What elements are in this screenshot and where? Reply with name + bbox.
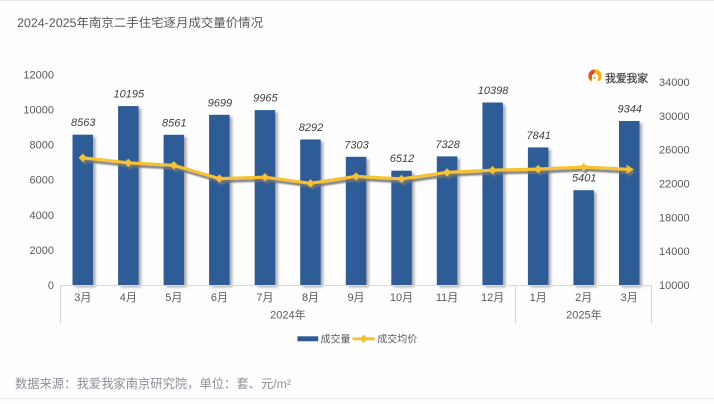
svg-text:22000: 22000 <box>659 179 690 191</box>
svg-text:10195: 10195 <box>114 89 145 101</box>
svg-text:14000: 14000 <box>659 246 690 258</box>
svg-text:8561: 8561 <box>162 117 186 129</box>
svg-text:12月: 12月 <box>481 292 504 304</box>
svg-text:3月: 3月 <box>621 292 638 304</box>
svg-text:11月: 11月 <box>436 292 458 304</box>
svg-text:2000: 2000 <box>30 245 54 257</box>
svg-text:8000: 8000 <box>30 140 54 152</box>
svg-text:7月: 7月 <box>256 292 273 304</box>
svg-text:4月: 4月 <box>120 292 137 304</box>
svg-text:6月: 6月 <box>211 292 228 304</box>
svg-text:9965: 9965 <box>253 93 278 105</box>
svg-text:6512: 6512 <box>390 153 414 165</box>
svg-text:成交均价: 成交均价 <box>377 332 417 345</box>
svg-text:8292: 8292 <box>299 122 323 134</box>
svg-text:10月: 10月 <box>390 292 413 304</box>
svg-text:5401: 5401 <box>572 173 596 185</box>
svg-text:7328: 7328 <box>435 139 460 151</box>
svg-text:9699: 9699 <box>208 97 232 109</box>
svg-text:1月: 1月 <box>530 292 547 304</box>
svg-text:7303: 7303 <box>344 139 369 151</box>
svg-text:2月: 2月 <box>575 292 592 304</box>
svg-text:10000: 10000 <box>659 280 690 292</box>
svg-text:10000: 10000 <box>23 105 54 117</box>
svg-text:30000: 30000 <box>659 111 690 123</box>
svg-text:5月: 5月 <box>165 292 182 304</box>
svg-text:2025年: 2025年 <box>566 308 601 322</box>
svg-text:3月: 3月 <box>74 292 91 304</box>
svg-text:6000: 6000 <box>30 175 54 187</box>
svg-text:12000: 12000 <box>23 69 54 81</box>
svg-text:34000: 34000 <box>659 77 690 89</box>
svg-text:0: 0 <box>48 280 54 292</box>
svg-text:9344: 9344 <box>617 104 641 116</box>
svg-text:10398: 10398 <box>478 85 509 97</box>
svg-text:26000: 26000 <box>659 145 690 157</box>
svg-text:4000: 4000 <box>30 210 54 222</box>
svg-text:成交量: 成交量 <box>321 332 351 345</box>
svg-text:18000: 18000 <box>659 212 690 224</box>
svg-text:8月: 8月 <box>302 292 319 304</box>
svg-text:9月: 9月 <box>347 292 364 304</box>
svg-text:7841: 7841 <box>526 130 550 142</box>
svg-text:2024年: 2024年 <box>270 308 305 322</box>
svg-text:8563: 8563 <box>71 117 96 129</box>
